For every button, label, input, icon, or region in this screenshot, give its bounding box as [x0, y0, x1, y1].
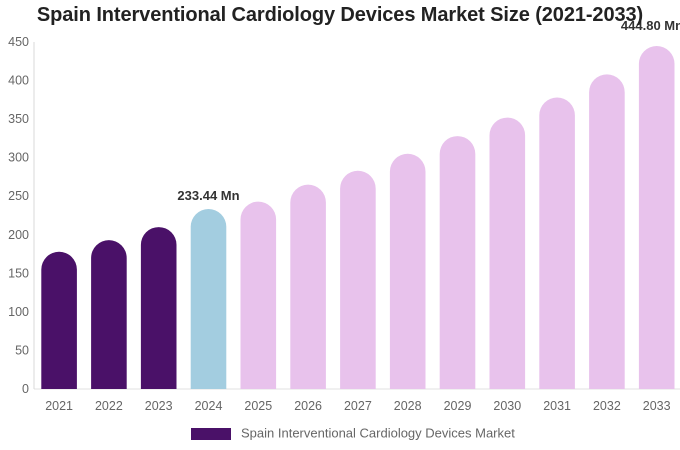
svg-text:Spain Interventional Cardiolog: Spain Interventional Cardiology Devices …	[241, 426, 515, 441]
svg-text:2025: 2025	[244, 399, 272, 413]
svg-text:350: 350	[8, 112, 29, 126]
svg-text:250: 250	[8, 189, 29, 203]
svg-text:100: 100	[8, 305, 29, 319]
svg-text:50: 50	[15, 343, 29, 357]
svg-text:2030: 2030	[493, 399, 521, 413]
svg-text:2029: 2029	[444, 399, 472, 413]
svg-text:450: 450	[8, 35, 29, 49]
svg-text:2027: 2027	[344, 399, 372, 413]
svg-text:400: 400	[8, 74, 29, 88]
svg-text:2021: 2021	[45, 399, 73, 413]
svg-text:2033: 2033	[643, 399, 671, 413]
svg-text:233.44 Mn: 233.44 Mn	[177, 188, 239, 203]
svg-text:200: 200	[8, 228, 29, 242]
svg-text:300: 300	[8, 151, 29, 165]
svg-text:2031: 2031	[543, 399, 571, 413]
svg-text:0: 0	[22, 382, 29, 396]
svg-text:2026: 2026	[294, 399, 322, 413]
svg-text:2023: 2023	[145, 399, 173, 413]
svg-text:150: 150	[8, 266, 29, 280]
svg-text:2024: 2024	[195, 399, 223, 413]
svg-text:2022: 2022	[95, 399, 123, 413]
svg-text:2028: 2028	[394, 399, 422, 413]
svg-text:2032: 2032	[593, 399, 621, 413]
